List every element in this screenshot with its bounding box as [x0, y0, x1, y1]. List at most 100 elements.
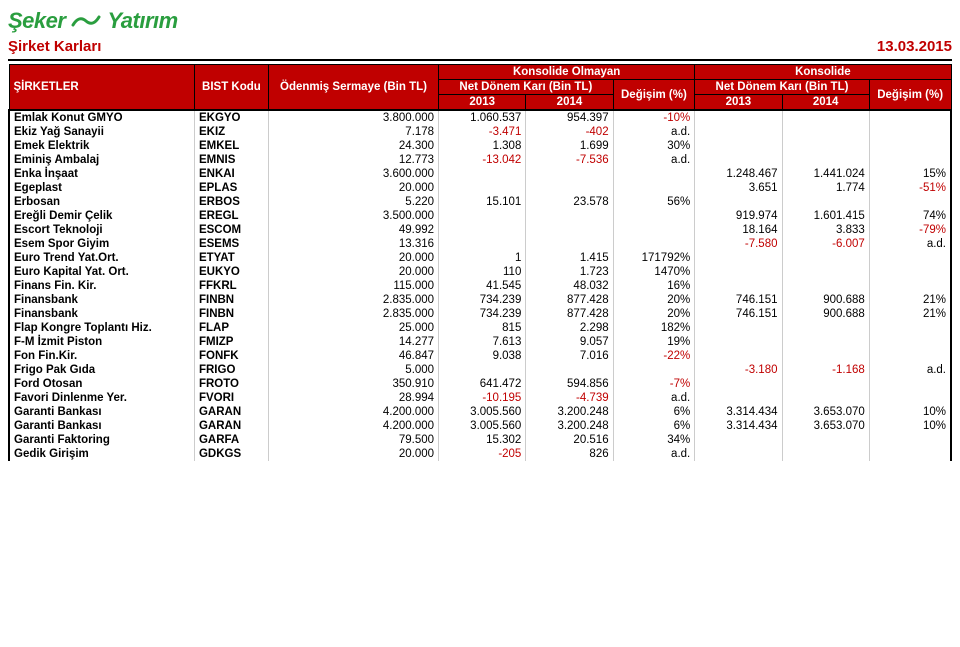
- cell-ach: [613, 223, 695, 237]
- cell-b14: [782, 265, 869, 279]
- cell-ach: 20%: [613, 293, 695, 307]
- cell-bch: 74%: [869, 209, 951, 223]
- hdr-2014-b: 2014: [782, 95, 869, 111]
- cell-ach: a.d.: [613, 447, 695, 461]
- cell-bch: 10%: [869, 405, 951, 419]
- cell-ach: 20%: [613, 307, 695, 321]
- table-row: Finans Fin. Kir.FFKRL115.00041.54548.032…: [9, 279, 951, 293]
- table-row: Garanti BankasıGARAN4.200.0003.005.5603.…: [9, 419, 951, 433]
- cell-b14: 3.833: [782, 223, 869, 237]
- cell-name: Euro Trend Yat.Ort.: [9, 251, 194, 265]
- cell-name: Frigo Pak Gıda: [9, 363, 194, 377]
- cell-a13: 1: [439, 251, 526, 265]
- cell-name: F-M İzmit Piston: [9, 335, 194, 349]
- cell-name: Erbosan: [9, 195, 194, 209]
- cell-code: EUKYO: [194, 265, 268, 279]
- cell-cap: 5.000: [268, 363, 438, 377]
- cell-bch: 15%: [869, 167, 951, 181]
- cell-a14: 826: [526, 447, 613, 461]
- cell-b13: [695, 139, 782, 153]
- cell-b14: [782, 125, 869, 139]
- cell-b13: 3.314.434: [695, 405, 782, 419]
- cell-cap: 4.200.000: [268, 405, 438, 419]
- cell-a14: 20.516: [526, 433, 613, 447]
- cell-bch: 21%: [869, 293, 951, 307]
- cell-a13: 41.545: [439, 279, 526, 293]
- table-row: Emek ElektrikEMKEL24.3001.3081.69930%: [9, 139, 951, 153]
- cell-b14: [782, 349, 869, 363]
- cell-b13: [695, 391, 782, 405]
- cell-b14: 1.601.415: [782, 209, 869, 223]
- cell-cap: 4.200.000: [268, 419, 438, 433]
- cell-a14: 7.016: [526, 349, 613, 363]
- cell-a14: 1.723: [526, 265, 613, 279]
- cell-bch: [869, 433, 951, 447]
- table-row: Fon Fin.Kir.FONFK46.8479.0387.016-22%: [9, 349, 951, 363]
- cell-b14: 1.774: [782, 181, 869, 195]
- cell-cap: 49.992: [268, 223, 438, 237]
- hdr-2013-a: 2013: [439, 95, 526, 111]
- cell-b13: [695, 335, 782, 349]
- cell-bch: [869, 251, 951, 265]
- cell-ach: [613, 167, 695, 181]
- cell-a14: [526, 181, 613, 195]
- table-body: Emlak Konut GMYOEKGYO3.800.0001.060.5379…: [9, 110, 951, 461]
- cell-ach: [613, 209, 695, 223]
- table-row: Favori Dinlenme Yer.FVORI28.994-10.195-4…: [9, 391, 951, 405]
- cell-a14: 954.397: [526, 110, 613, 125]
- cell-b13: [695, 279, 782, 293]
- cell-b14: 1.441.024: [782, 167, 869, 181]
- cell-cap: 5.220: [268, 195, 438, 209]
- cell-name: Finansbank: [9, 293, 194, 307]
- cell-cap: 3.500.000: [268, 209, 438, 223]
- cell-bch: [869, 110, 951, 125]
- cell-b13: -7.580: [695, 237, 782, 251]
- page-title: Şirket Karları: [8, 38, 101, 55]
- cell-name: Ereğli Demir Çelik: [9, 209, 194, 223]
- table-row: F-M İzmit PistonFMIZP14.2777.6139.05719%: [9, 335, 951, 349]
- cell-a14: [526, 363, 613, 377]
- table-row: ErbosanERBOS5.22015.10123.57856%: [9, 195, 951, 209]
- cell-a13: -3.471: [439, 125, 526, 139]
- cell-name: Emek Elektrik: [9, 139, 194, 153]
- hdr-net-a: Net Dönem Karı (Bin TL): [439, 80, 614, 95]
- cell-cap: 20.000: [268, 447, 438, 461]
- hdr-net-b: Net Dönem Karı (Bin TL): [695, 80, 870, 95]
- cell-code: GDKGS: [194, 447, 268, 461]
- cell-name: Gedik Girişim: [9, 447, 194, 461]
- cell-b13: [695, 447, 782, 461]
- cell-code: FINBN: [194, 307, 268, 321]
- cell-cap: 3.800.000: [268, 110, 438, 125]
- cell-b13: 746.151: [695, 293, 782, 307]
- cell-cap: 350.910: [268, 377, 438, 391]
- cell-a13: [439, 363, 526, 377]
- cell-cap: 25.000: [268, 321, 438, 335]
- table-row: Ekiz Yağ SanayiiEKIZ7.178-3.471-402a.d.: [9, 125, 951, 139]
- cell-b13: [695, 321, 782, 335]
- cell-ach: a.d.: [613, 391, 695, 405]
- cell-a13: -13.042: [439, 153, 526, 167]
- logo-swirl-icon: [71, 12, 101, 30]
- cell-code: FVORI: [194, 391, 268, 405]
- table-row: Eminiş AmbalajEMNIS12.773-13.042-7.536a.…: [9, 153, 951, 167]
- table-row: Flap Kongre Toplantı Hiz.FLAP25.0008152.…: [9, 321, 951, 335]
- cell-ach: 1470%: [613, 265, 695, 279]
- table-row: Gedik GirişimGDKGS20.000-205826a.d.: [9, 447, 951, 461]
- cell-name: Esem Spor Giyim: [9, 237, 194, 251]
- cell-code: FMIZP: [194, 335, 268, 349]
- cell-b14: [782, 335, 869, 349]
- cell-name: Flap Kongre Toplantı Hiz.: [9, 321, 194, 335]
- cell-bch: [869, 391, 951, 405]
- cell-b14: [782, 279, 869, 293]
- cell-ach: 19%: [613, 335, 695, 349]
- cell-cap: 20.000: [268, 265, 438, 279]
- cell-b14: [782, 139, 869, 153]
- cell-b13: -3.180: [695, 363, 782, 377]
- cell-bch: [869, 335, 951, 349]
- cell-a13: 110: [439, 265, 526, 279]
- cell-a13: 815: [439, 321, 526, 335]
- cell-a14: [526, 223, 613, 237]
- cell-cap: 20.000: [268, 251, 438, 265]
- cell-name: Garanti Faktoring: [9, 433, 194, 447]
- cell-b13: [695, 349, 782, 363]
